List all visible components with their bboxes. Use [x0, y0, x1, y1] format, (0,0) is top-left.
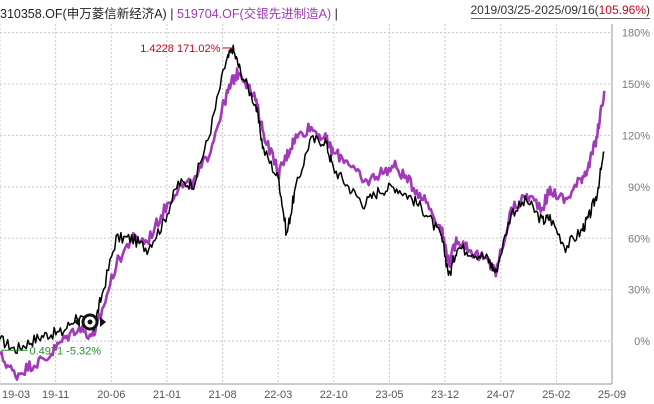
series-lines	[0, 44, 606, 381]
x-tick-label: 25-02	[542, 389, 570, 401]
x-tick-label: 20-06	[97, 389, 125, 401]
annotations: 1.4228 171.02% 0.4971 -5.32%	[1, 43, 233, 357]
handle-left-arrow-icon[interactable]	[74, 317, 80, 327]
x-tick-label: 22-03	[264, 389, 292, 401]
series1-line	[0, 44, 605, 355]
series2-line	[0, 67, 606, 381]
y-axis: 180% 150% 120% 90% 60% 30% 0%	[611, 24, 650, 384]
range-return-open: (	[594, 3, 599, 17]
y-tick-label: 60%	[628, 233, 650, 245]
x-tick-label: 24-07	[487, 389, 515, 401]
series1-legend: 310358.OF(申万菱信新经济A)	[0, 7, 167, 21]
handle-right-arrow-icon[interactable]	[100, 317, 106, 327]
x-tick-label: 21-08	[208, 389, 236, 401]
x-tick-label: 21-01	[153, 389, 181, 401]
y-tick-label: 90%	[628, 182, 650, 194]
x-tick-label: 25-09	[598, 389, 626, 401]
x-tick-label: 23-12	[431, 389, 459, 401]
handle-dot-icon[interactable]	[87, 319, 93, 325]
min-annotation: 0.4971 -5.32%	[29, 345, 101, 357]
x-tick-label: 22-10	[320, 389, 348, 401]
range-return-close: )	[646, 3, 650, 17]
range-return: 105.96%	[598, 3, 646, 17]
y-tick-label: 120%	[622, 130, 650, 142]
x-tick-label: 23-05	[375, 389, 403, 401]
x-tick-label: 19-03	[2, 389, 30, 401]
chart-header-right: 2019/03/25-2025/09/16(105.96%)	[470, 3, 650, 19]
x-tick-label: 19-11	[42, 389, 69, 401]
y-tick-label: 0%	[634, 336, 650, 348]
date-range-readout: 2019/03/25-2025/09/16(105.96%)	[470, 3, 650, 19]
y-tick-label: 180%	[622, 28, 650, 40]
y-tick-label: 30%	[628, 285, 650, 297]
range-slider-handle[interactable]	[74, 313, 106, 331]
legend-separator-2: |	[334, 7, 338, 21]
legend-separator: |	[170, 7, 174, 21]
max-annotation: 1.4228 171.02%	[140, 43, 220, 55]
series2-legend: 519704.OF(交银先进制造A)	[176, 7, 332, 21]
chart-header-left: 310358.OF(申万菱信新经济A) | 519704.OF(交银先进制造A)…	[0, 3, 338, 22]
y-tick-label: 150%	[622, 79, 650, 91]
date-range: 2019/03/25-2025/09/16	[470, 3, 595, 17]
x-axis: 19-03 19-11 20-06 21-01 21-08 22-03 22-10 23-05…	[0, 383, 626, 401]
